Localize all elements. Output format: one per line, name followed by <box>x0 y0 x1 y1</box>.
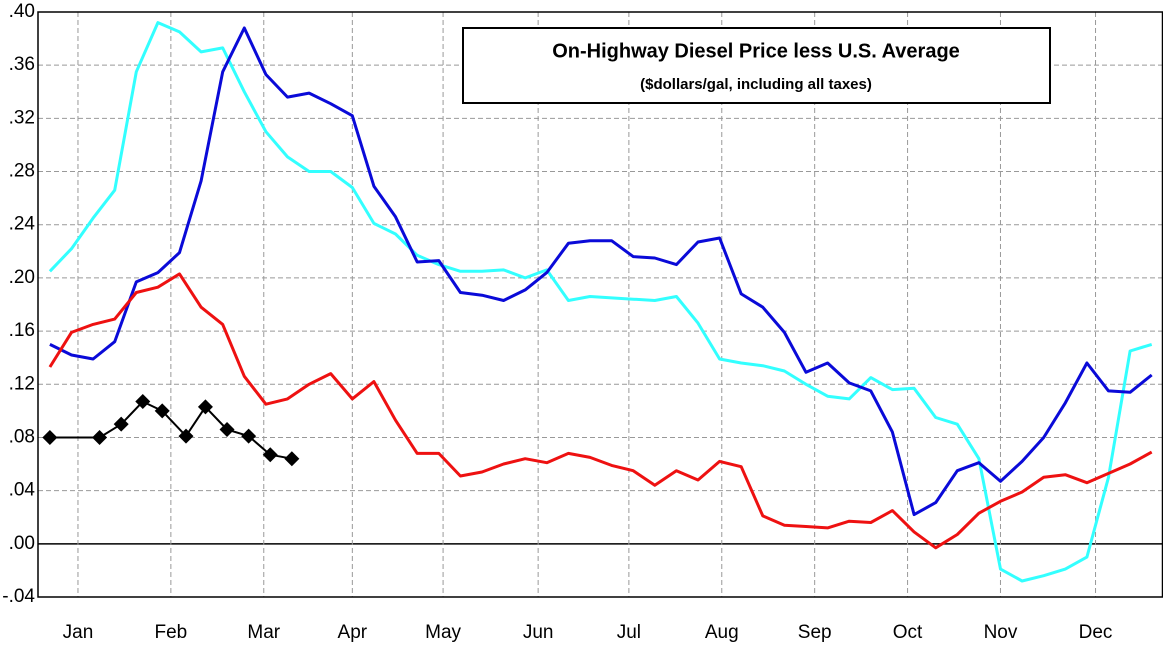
x-tick-label: Jun <box>523 622 554 643</box>
series-line <box>48 272 1153 550</box>
y-tick-label: .16 <box>9 320 35 341</box>
y-tick-label: .04 <box>9 480 36 501</box>
x-tick-label: May <box>425 622 461 643</box>
x-tick-label: Mar <box>247 622 280 643</box>
x-tick-label: Jul <box>617 622 641 643</box>
point-marker <box>219 421 235 437</box>
title-box <box>462 27 1051 104</box>
chart-title: On-Highway Diesel Price less U.S. Averag… <box>552 40 960 62</box>
y-tick-label: .00 <box>9 533 35 554</box>
point-marker <box>178 428 194 444</box>
point-marker <box>135 394 151 410</box>
point-marker <box>241 428 257 444</box>
series-line <box>49 26 1153 517</box>
x-tick-label: Nov <box>984 622 1018 643</box>
x-tick-label: Dec <box>1079 622 1113 643</box>
x-tick-label: Apr <box>338 622 368 643</box>
series-line <box>48 21 1153 583</box>
y-tick-label: .40 <box>9 1 35 22</box>
point-marker <box>154 403 170 419</box>
x-tick-label: Oct <box>893 622 923 643</box>
chart-subtitle: ($dollars/gal, including all taxes) <box>640 76 872 93</box>
y-tick-label: .20 <box>9 267 35 288</box>
point-marker <box>262 447 278 463</box>
series-group <box>42 21 1153 583</box>
y-tick-label: .12 <box>9 373 35 394</box>
y-tick-label: .36 <box>9 54 35 75</box>
point-marker <box>92 429 108 445</box>
y-tick-label: .24 <box>9 214 36 235</box>
x-tick-label: Jan <box>63 622 94 643</box>
point-marker <box>42 429 58 445</box>
x-tick-label: Aug <box>705 622 739 643</box>
y-tick-label: .32 <box>9 107 35 128</box>
y-tick-label: -.04 <box>2 586 35 607</box>
point-marker <box>113 416 129 432</box>
point-marker <box>284 451 300 467</box>
x-tick-label: Sep <box>798 622 832 643</box>
x-tick-label: Feb <box>154 622 187 643</box>
point-marker <box>197 399 213 415</box>
y-tick-label: .28 <box>9 161 35 182</box>
y-tick-label: .08 <box>9 426 35 447</box>
